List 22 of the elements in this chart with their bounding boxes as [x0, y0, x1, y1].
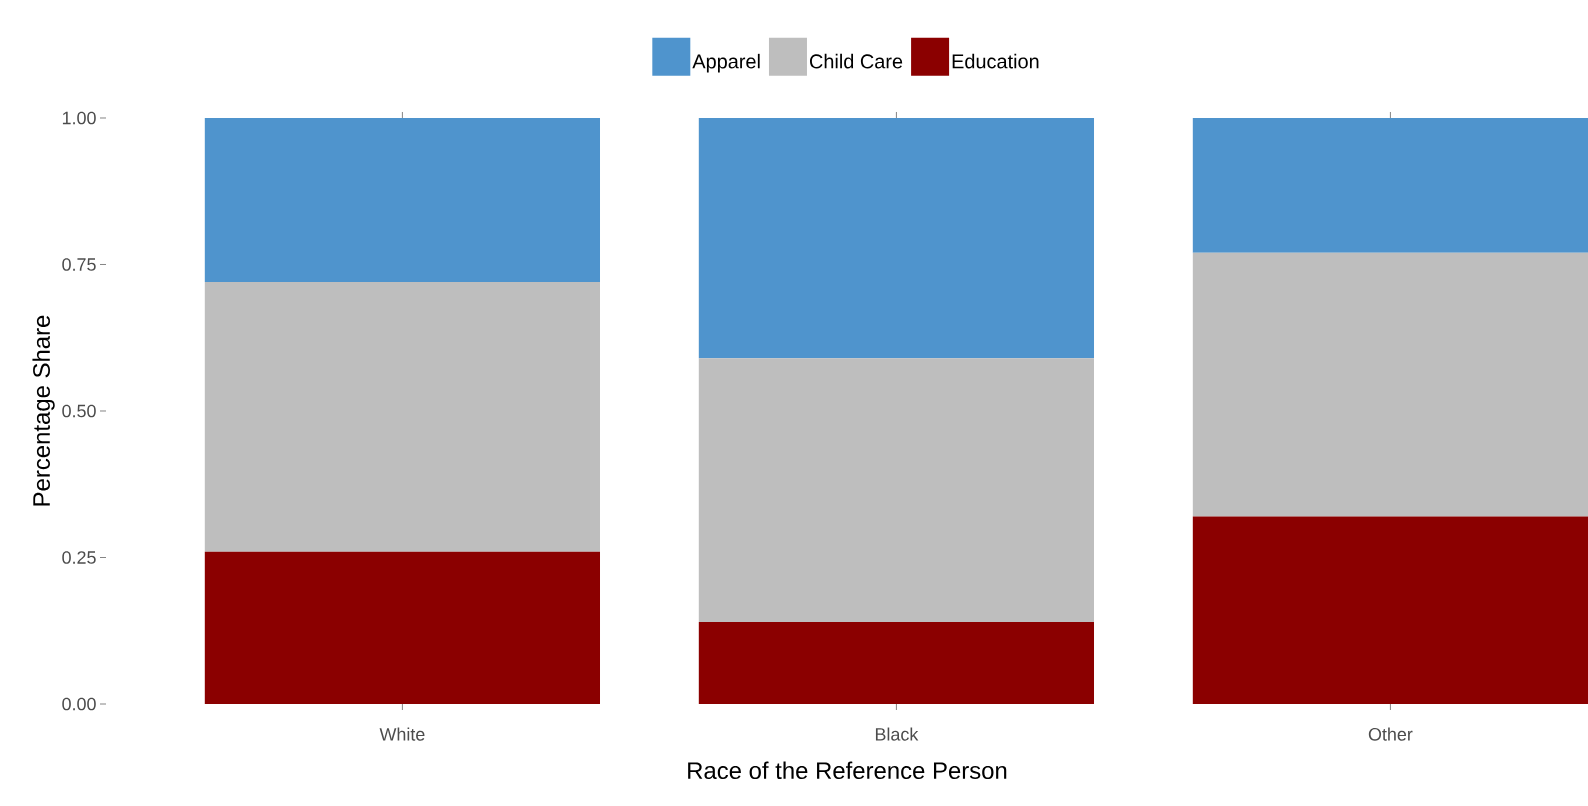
x-tick-label: White	[379, 727, 425, 741]
x-tick-label: Other	[1368, 727, 1413, 741]
y-tick-label: 1.00	[62, 111, 96, 125]
bar	[1192, 516, 1588, 704]
y-tick-label: 0.25	[62, 551, 96, 564]
bar	[698, 358, 1095, 622]
bar	[1192, 117, 1588, 253]
y-axis-title: Percentage Share	[32, 315, 55, 506]
x-axis-title: Race of the Reference Person	[688, 761, 1007, 780]
bar	[204, 282, 600, 552]
x-tick-label: Black	[875, 727, 919, 741]
y-tick-label: 0.50	[62, 404, 96, 418]
bar	[698, 117, 1095, 359]
bar	[204, 117, 600, 283]
bar	[1192, 252, 1588, 517]
y-tick-label: 0.75	[62, 258, 96, 271]
y-tick-label: 0.00	[62, 697, 96, 711]
legend-label: Child Care	[809, 53, 903, 69]
legend-label: Apparel	[692, 53, 760, 73]
bar	[204, 551, 600, 704]
bar	[698, 621, 1095, 704]
legend-label: Education	[952, 53, 1039, 69]
